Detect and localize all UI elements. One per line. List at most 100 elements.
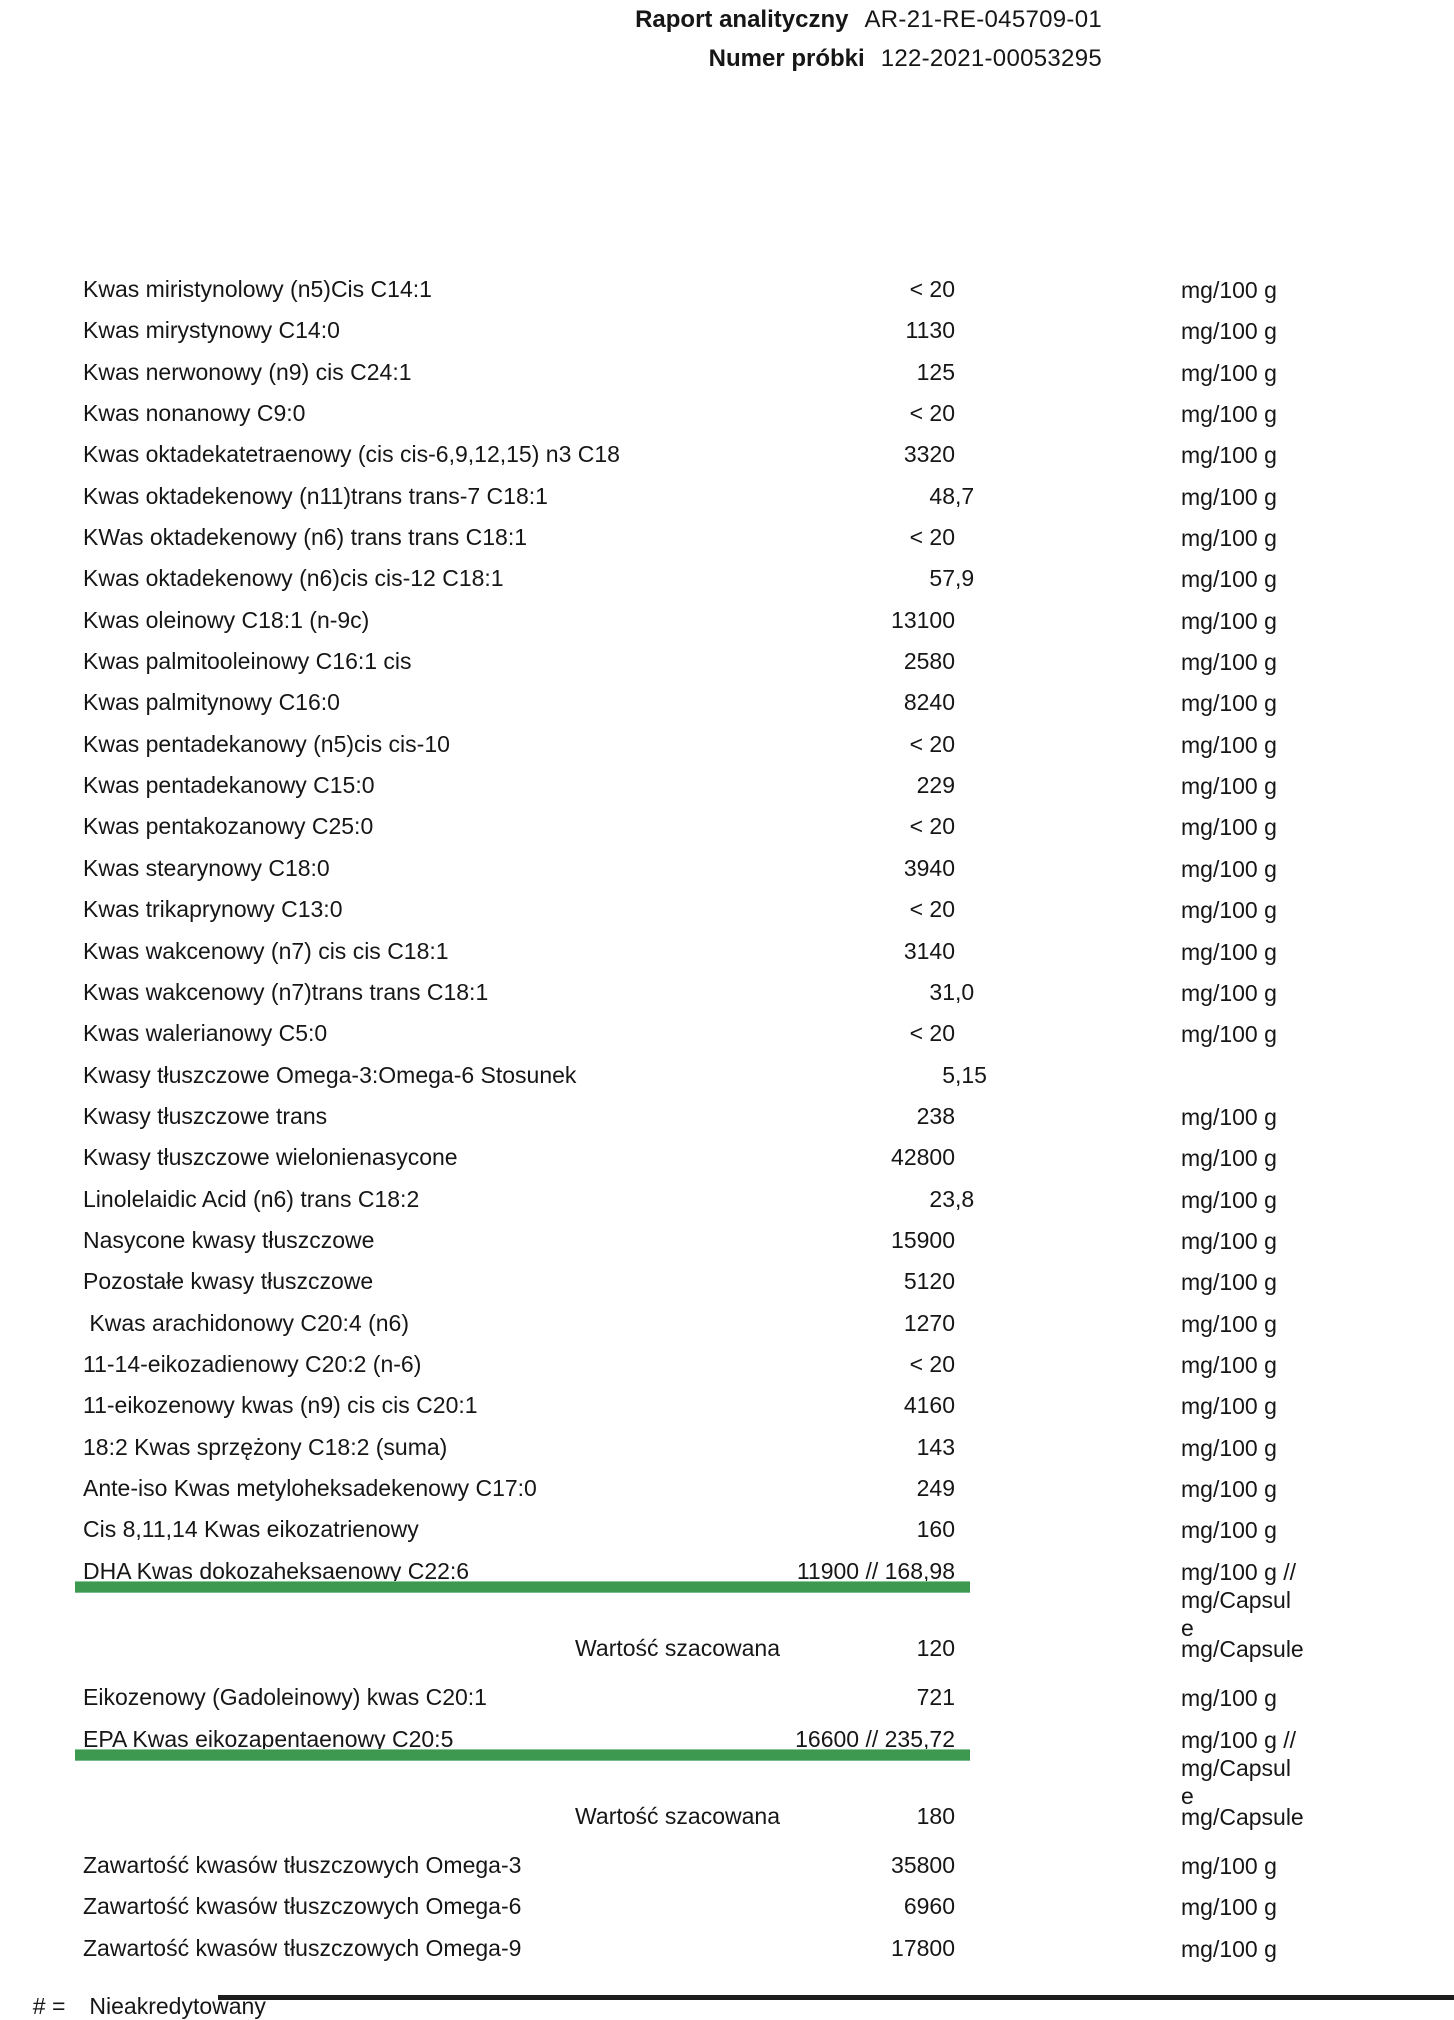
analyte-label: Kwas mirystynowy C14:0 — [83, 317, 340, 344]
analyte-label: Kwasy tłuszczowe wielonienasycone — [83, 1144, 458, 1171]
analyte-value: 11900 // 168,98 — [780, 1558, 990, 1585]
analyte-label: DHA Kwas dokozaheksaenowy C22:6 — [83, 1557, 470, 1584]
value-integer-part: 160 — [916, 1516, 955, 1543]
green-underline — [75, 1580, 970, 1593]
unit-line: mg/100 g — [1181, 442, 1277, 469]
analyte-label: Pozostałe kwasy tłuszczowe — [83, 1268, 374, 1295]
analyte-label: Zawartość kwasów tłuszczowych Omega-6 — [83, 1893, 522, 1920]
report-number-line: Raport analityczny AR-21-RE-045709-01 — [635, 6, 1102, 34]
value-fraction-part — [955, 524, 990, 551]
analyte-value: < 20 — [780, 731, 990, 758]
analyte-value: < 20 — [780, 524, 990, 551]
value-integer-part: < 20 — [909, 730, 955, 757]
value-integer-part: 229 — [916, 772, 955, 799]
value-integer-part: 3140 — [903, 937, 955, 964]
unit-line: mg/100 g — [1181, 1685, 1277, 1712]
unit-cell: mg/Capsule — [1181, 1803, 1356, 1831]
analyte-label: EPA Kwas eikozapentaenowy C20:5 — [83, 1725, 454, 1752]
analyte-label: KWas oktadekenowy (n6) trans trans C18:1 — [83, 524, 528, 551]
analyte-value: 229 — [780, 772, 990, 799]
value-integer-part: 5 — [942, 1061, 955, 1088]
table-row: 11-eikozenowy kwas (n9) cis cis C20:1 416… — [75, 1392, 1454, 1433]
value-fraction-part — [955, 1684, 990, 1711]
value-fraction-part — [955, 441, 990, 468]
table-row: Kwas arachidonowy C20:4 (n6) 1270 mg/100 g — [75, 1310, 1454, 1351]
table-row: Zawartość kwasów tłuszczowych Omega-6 696… — [75, 1893, 1454, 1934]
value-fraction-part — [955, 772, 990, 799]
unit-cell: mg/100 g — [1181, 276, 1356, 304]
analyte-value: 16600 // 235,72 — [780, 1726, 990, 1753]
analyte-value: 31,0 — [780, 979, 990, 1006]
unit-line: mg/100 g — [1181, 359, 1277, 386]
value-fraction-part — [955, 359, 990, 386]
analyte-label: Cis 8,11,14 Kwas eikozatrienowy — [83, 1516, 419, 1543]
value-fraction-part — [955, 1020, 990, 1047]
table-row: Zawartość kwasów tłuszczowych Omega-9 178… — [75, 1935, 1454, 1976]
analyte-value: 238 — [780, 1103, 990, 1130]
table-row: Kwas wakcenowy (n7) cis cis C18:1 3140 mg/… — [75, 938, 1454, 979]
unit-cell: mg/100 g — [1181, 441, 1356, 469]
table-row: Zawartość kwasów tłuszczowych Omega-3 358… — [75, 1852, 1454, 1893]
unit-cell: mg/100 g — [1181, 400, 1356, 428]
value-fraction-part: ,9 — [955, 565, 975, 592]
analyte-value: < 20 — [780, 1351, 990, 1378]
value-integer-part: 125 — [916, 358, 955, 385]
value-integer-part: 721 — [916, 1684, 955, 1711]
unit-cell: mg/100 g — [1181, 317, 1356, 345]
analyte-label: Kwas palmitooleinowy C16:1 cis — [83, 648, 412, 675]
table-row: Cis 8,11,14 Kwas eikozatrienowy 160 mg/100… — [75, 1516, 1454, 1557]
value-integer-part: 57 — [929, 565, 955, 592]
analyte-value: 3940 — [780, 855, 990, 882]
analyte-value: < 20 — [780, 400, 990, 427]
value-integer-part: < 20 — [909, 813, 955, 840]
unit-cell: mg/100 g — [1181, 1684, 1356, 1712]
analyte-label: Kwas pentakozanowy C25:0 — [83, 813, 374, 840]
analyte-value: 143 — [780, 1434, 990, 1461]
table-row: Kwas palmitooleinowy C16:1 cis 2580 mg/100… — [75, 648, 1454, 689]
results-table: Kwas miristynolowy (n5)Cis C14:1 < 20 mg/1… — [75, 276, 1454, 1976]
value-integer-part: 1130 — [905, 317, 955, 344]
analyte-label: 11-14-eikozadienowy C20:2 (n-6) — [83, 1350, 422, 1377]
unit-cell: mg/100 g — [1181, 938, 1356, 966]
value-integer-part: 120 — [916, 1635, 955, 1662]
value-fraction-part — [955, 276, 990, 303]
analyte-label: Ante-iso Kwas metyloheksadekenowy C17:0 — [83, 1474, 537, 1501]
table-row: Kwas trikaprynowy C13:0 < 20 mg/100 g — [75, 896, 1454, 937]
unit-cell: mg/100 g — [1181, 1935, 1356, 1963]
unit-line: mg/100 g — [1181, 1894, 1277, 1921]
unit-cell: mg/100 g — [1181, 1186, 1356, 1214]
unit-cell: mg/100 g — [1181, 1893, 1356, 1921]
analyte-label: Linolelaidic Acid (n6) trans C18:2 — [83, 1185, 420, 1212]
unit-line: mg/100 g — [1181, 525, 1277, 552]
analyte-value: 17800 — [780, 1935, 990, 1962]
unit-line: mg/100 g — [1181, 814, 1277, 841]
analyte-value: 4160 — [780, 1392, 990, 1419]
analyte-label: Kwasy tłuszczowe Omega-3:Omega-6 Stosune… — [83, 1061, 577, 1088]
table-row: Pozostałe kwasy tłuszczowe 5120 mg/100 g — [75, 1268, 1454, 1309]
analyte-value: 125 — [780, 359, 990, 386]
estimated-value-label: Wartość szacowana — [575, 1635, 780, 1662]
value-integer-part: 6960 — [903, 1893, 955, 1920]
sample-number: 122-2021-00053295 — [880, 45, 1102, 72]
value-integer-part: 180 — [916, 1803, 955, 1829]
analyte-label: Zawartość kwasów tłuszczowych Omega-9 — [83, 1934, 522, 1961]
analyte-value: 35800 — [780, 1852, 990, 1879]
unit-cell: mg/100 g — [1181, 689, 1356, 717]
unit-line: mg/100 g — [1181, 1227, 1277, 1254]
value-integer-part: 16600 // 235,72 — [795, 1725, 955, 1752]
unit-line: mg/100 g — [1181, 1145, 1277, 1172]
value-fraction-part — [955, 317, 990, 344]
value-fraction-part — [955, 1516, 990, 1543]
table-row: Kwasy tłuszczowe wielonienasycone 42800 mg… — [75, 1144, 1454, 1185]
table-row: Kwas mirystynowy C14:0 1130 mg/100 g — [75, 317, 1454, 358]
analyte-value: < 20 — [780, 1020, 990, 1047]
analyte-label: Kwas miristynolowy (n5)Cis C14:1 — [83, 276, 432, 302]
unit-cell: mg/100 g — [1181, 731, 1356, 759]
unit-line: mg/100 g — [1181, 1351, 1277, 1378]
page-bottom-border — [218, 1995, 1454, 2000]
green-underline — [75, 1748, 970, 1761]
table-row: Kwas stearynowy C18:0 3940 mg/100 g — [75, 855, 1454, 896]
unit-cell: mg/100 g — [1181, 1434, 1356, 1462]
unit-line: e — [1181, 1614, 1194, 1641]
table-row: Kwasy tłuszczowe trans 238 mg/100 g — [75, 1103, 1454, 1144]
